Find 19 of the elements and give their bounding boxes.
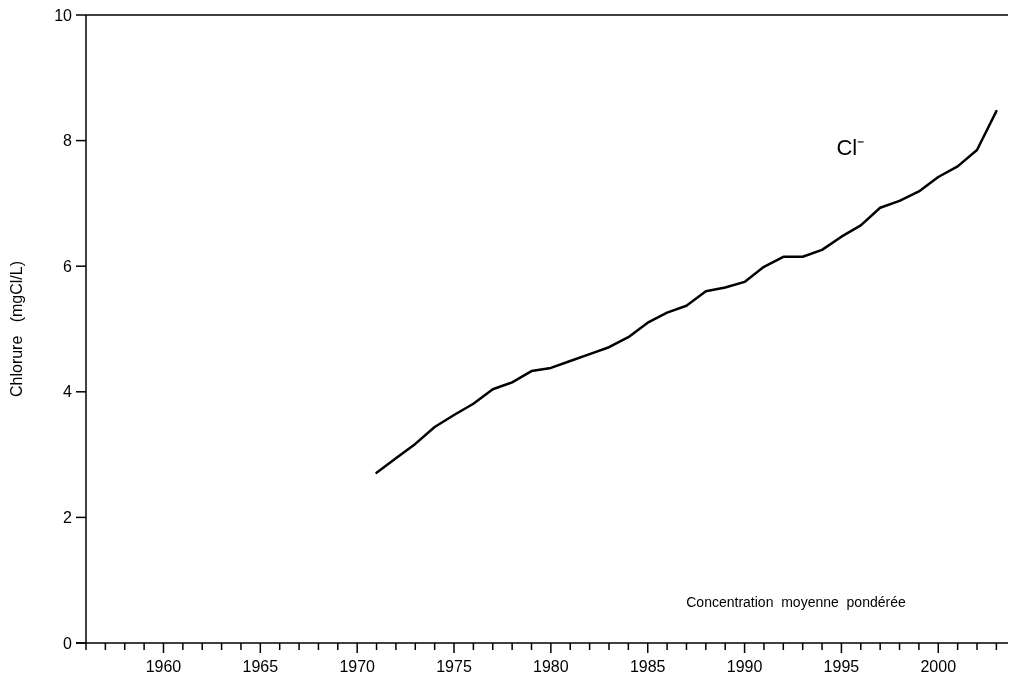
annotation: Concentration moyenne pondérée [686,594,906,610]
line-series [375,109,998,475]
x-tick-label: 1960 [145,658,182,675]
y-tick-label: 2 [63,509,73,526]
x-tick-label: 1965 [242,658,279,675]
x-tick-label: 1995 [823,658,860,675]
x-tick-label: 1970 [339,658,376,675]
x-tick-label: 1985 [629,658,666,675]
y-tick-label: 8 [63,132,73,150]
x-tick-label: 2000 [920,658,957,675]
x-tick-label: 1990 [726,658,763,675]
y-tick-label: 6 [63,257,73,275]
y-axis-title: Chlorure (mgCl/L) [8,260,25,398]
text: Cl⁻ [836,135,865,161]
x-tick-label: 1980 [533,658,569,675]
y-tick-label: 4 [63,383,73,401]
x-tick-label: 1975 [436,658,472,675]
y-tick-label: 0 [63,634,73,652]
y-tick-label: 10 [54,6,73,24]
